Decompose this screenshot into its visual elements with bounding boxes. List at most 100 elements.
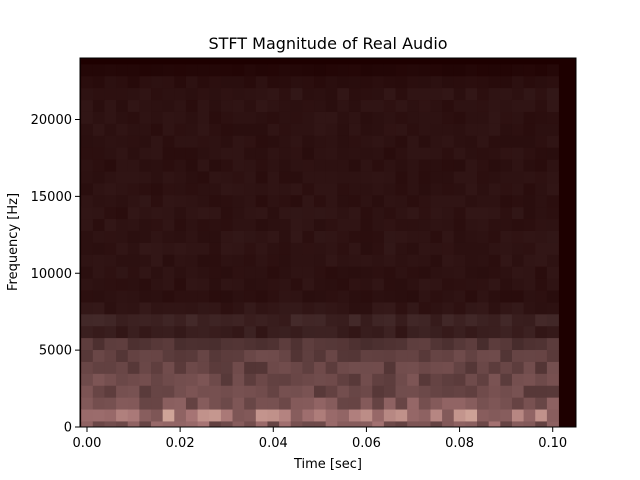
- spectrogram-cell: [523, 99, 536, 112]
- spectrogram-cell: [255, 313, 268, 327]
- spectrogram-cell: [477, 361, 490, 374]
- spectrogram-cell: [116, 182, 129, 196]
- spectrogram-cell: [348, 242, 361, 255]
- spectrogram-cell: [197, 421, 210, 428]
- spectrogram-cell: [209, 135, 222, 148]
- spectrogram-cell: [197, 58, 210, 65]
- spectrogram-cell: [407, 87, 420, 101]
- spectrogram-cell: [453, 242, 466, 255]
- spectrogram-cell: [383, 313, 396, 327]
- spectrogram-cell: [325, 421, 338, 428]
- spectrogram-cell: [81, 111, 94, 124]
- spectrogram-cell: [267, 290, 280, 303]
- spectrogram-cell: [488, 349, 501, 362]
- spectrogram-cell: [383, 254, 396, 267]
- spectrogram-cell: [360, 75, 373, 89]
- spectrogram-cell: [348, 361, 361, 374]
- spectrogram-cell: [162, 135, 175, 148]
- spectrogram-cell: [174, 87, 187, 101]
- spectrogram-cell: [430, 385, 443, 398]
- spectrogram-cell: [477, 75, 490, 89]
- spectrogram-cell: [255, 159, 268, 172]
- spectrogram-cell: [535, 242, 548, 255]
- spectrogram-cell: [477, 385, 490, 398]
- spectrogram-cell: [220, 361, 233, 374]
- spectrogram-cell: [197, 159, 210, 172]
- spectrogram-cell: [81, 361, 94, 374]
- spectrogram-cell: [430, 147, 443, 160]
- spectrogram-cell: [197, 99, 210, 112]
- spectrogram-cell: [372, 230, 385, 243]
- spectrogram-cell: [500, 266, 513, 279]
- spectrogram-cell: [511, 278, 524, 291]
- spectrogram-cell: [523, 278, 536, 291]
- spectrogram-cell: [535, 337, 548, 351]
- spectrogram-cell: [104, 99, 117, 112]
- spectrogram-cell: [430, 123, 443, 136]
- spectrogram-cell: [127, 361, 140, 374]
- spectrogram-cell: [220, 337, 233, 351]
- spectrogram-cell: [174, 397, 187, 410]
- spectrogram-cell: [162, 63, 175, 77]
- spectrogram-cell: [267, 135, 280, 148]
- spectrogram-cell: [325, 135, 338, 148]
- spectrogram-cell: [488, 278, 501, 291]
- spectrogram-cell: [372, 194, 385, 208]
- spectrogram-cell: [185, 349, 198, 362]
- spectrogram-cell: [372, 302, 385, 315]
- spectrogram-cell: [511, 373, 524, 386]
- spectrogram-cell: [267, 123, 280, 136]
- spectrogram-cell: [127, 182, 140, 196]
- spectrogram-cell: [139, 230, 152, 243]
- spectrogram-cell: [372, 361, 385, 374]
- spectrogram-cell: [395, 242, 408, 255]
- spectrogram-cell: [337, 302, 350, 315]
- spectrogram-cell: [255, 397, 268, 410]
- spectrogram-cell: [465, 75, 478, 89]
- spectrogram-cell: [290, 373, 303, 386]
- spectrogram-cell: [197, 278, 210, 291]
- spectrogram-cell: [162, 206, 175, 220]
- spectrogram-cell: [302, 385, 315, 398]
- spectrogram-cell: [325, 230, 338, 243]
- spectrogram-cell: [81, 135, 94, 148]
- spectrogram-cell: [395, 99, 408, 112]
- spectrogram-cell: [465, 218, 478, 231]
- spectrogram-cell: [407, 373, 420, 386]
- spectrogram-cell: [81, 409, 94, 422]
- spectrogram-cell: [500, 325, 513, 339]
- spectrogram-cell: [523, 111, 536, 124]
- spectrogram-cell: [314, 111, 327, 124]
- spectrogram-cell: [185, 75, 198, 89]
- spectrogram-cell: [453, 171, 466, 184]
- spectrogram-cell: [337, 111, 350, 124]
- spectrogram-cell: [523, 385, 536, 398]
- spectrogram-cell: [197, 349, 210, 362]
- spectrogram-cell: [255, 385, 268, 398]
- spectrogram-cell: [465, 230, 478, 243]
- spectrogram-cell: [197, 123, 210, 136]
- spectrogram-cell: [477, 349, 490, 362]
- spectrogram-cell: [535, 75, 548, 89]
- spectrogram-cell: [418, 290, 431, 303]
- spectrogram-cell: [442, 361, 455, 374]
- spectrogram-cell: [244, 147, 257, 160]
- spectrogram-cell: [151, 337, 164, 351]
- spectrogram-cell: [92, 135, 105, 148]
- spectrogram-cell: [535, 182, 548, 196]
- spectrogram-cell: [162, 182, 175, 196]
- spectrogram-cell: [255, 206, 268, 220]
- spectrogram-cell: [372, 75, 385, 89]
- spectrogram-cell: [442, 123, 455, 136]
- spectrogram-cell: [255, 87, 268, 101]
- spectrogram-cell: [442, 75, 455, 89]
- spectrogram-cell: [430, 171, 443, 184]
- spectrogram-cell: [337, 63, 350, 77]
- spectrogram-cell: [337, 135, 350, 148]
- spectrogram-cell: [546, 135, 559, 148]
- spectrogram-cell: [337, 182, 350, 196]
- spectrogram-cell: [477, 182, 490, 196]
- spectrogram-cell: [511, 123, 524, 136]
- spectrogram-cell: [116, 58, 129, 65]
- spectrogram-cell: [290, 58, 303, 65]
